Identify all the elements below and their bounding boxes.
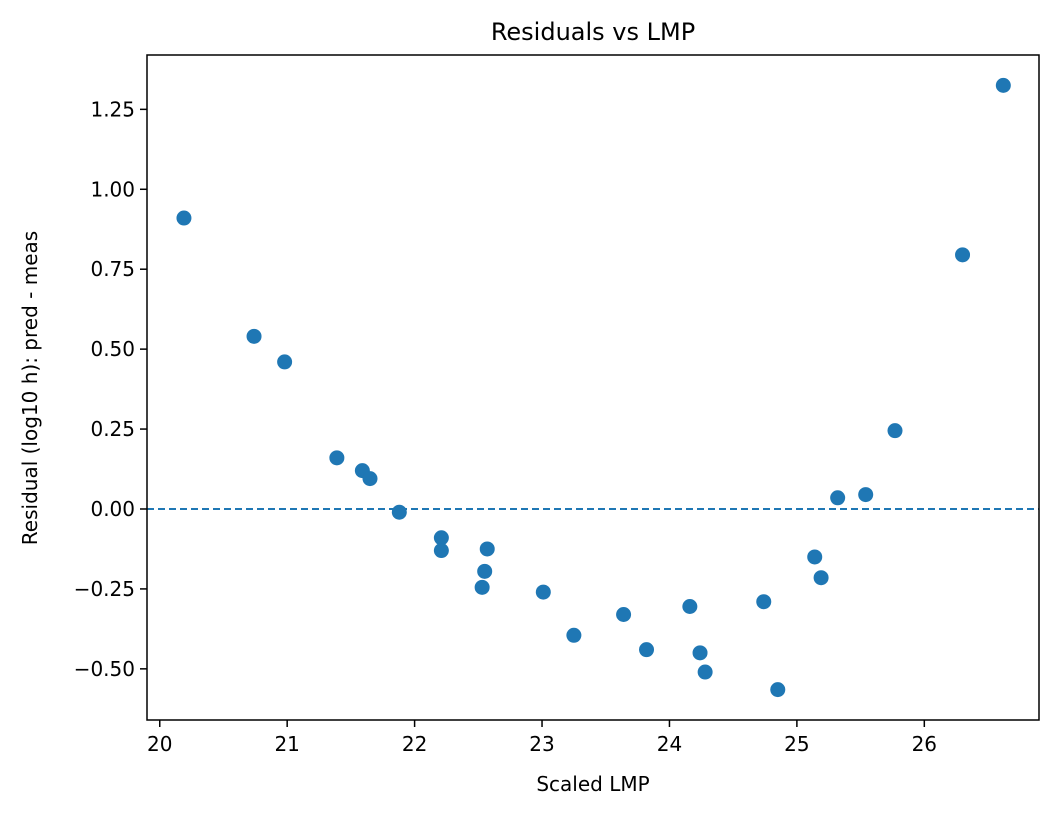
scatter-point <box>566 627 582 643</box>
scatter-point <box>756 594 772 610</box>
y-tick-label: 1.25 <box>90 97 135 121</box>
scatter-point <box>433 530 449 546</box>
x-axis-label: Scaled LMP <box>536 772 649 796</box>
y-tick-label: −0.25 <box>74 577 135 601</box>
scatter-point <box>995 77 1011 93</box>
y-tick-label: 0.75 <box>90 257 135 281</box>
scatter-point <box>770 682 786 698</box>
y-tick-label: 0.00 <box>90 497 135 521</box>
scatter-point <box>639 642 655 658</box>
scatter-point <box>246 328 262 344</box>
x-tick-label: 26 <box>912 732 937 756</box>
x-axis-ticks: 20 21 22 23 24 25 26 <box>147 720 937 756</box>
scatter-point <box>535 584 551 600</box>
y-tick-label: 0.25 <box>90 417 135 441</box>
scatter-point <box>329 450 345 466</box>
x-tick-label: 20 <box>147 732 172 756</box>
x-tick-label: 22 <box>402 732 427 756</box>
data-points <box>176 77 1011 698</box>
scatter-point <box>955 247 971 263</box>
chart-title: Residuals vs LMP <box>491 18 695 46</box>
scatter-point <box>616 606 632 622</box>
scatter-point <box>813 570 829 586</box>
y-axis-ticks: −0.50 −0.25 0.00 0.25 0.50 0.75 1.00 1.25 <box>74 97 147 681</box>
y-tick-label: −0.50 <box>74 657 135 681</box>
scatter-point <box>858 487 874 503</box>
scatter-point <box>362 471 378 487</box>
scatter-point <box>479 541 495 557</box>
plot-area-frame <box>146 54 1040 721</box>
scatter-point <box>807 549 823 565</box>
scatter-point <box>682 599 698 615</box>
scatter-point <box>433 543 449 559</box>
y-tick-label: 0.50 <box>90 337 135 361</box>
y-tick-label: 1.00 <box>90 177 135 201</box>
x-tick-label: 23 <box>529 732 554 756</box>
scatter-point <box>692 645 708 661</box>
x-tick-label: 21 <box>274 732 299 756</box>
scatter-point <box>697 664 713 680</box>
scatter-point <box>477 563 493 579</box>
scatter-point <box>176 210 192 226</box>
scatter-point <box>474 579 490 595</box>
y-axis-label: Residual (log10 h): pred - meas <box>18 231 42 545</box>
x-tick-label: 25 <box>784 732 809 756</box>
scatter-point <box>277 354 293 370</box>
scatter-point <box>391 504 407 520</box>
scatter-point <box>887 423 903 439</box>
scatter-point <box>830 490 846 506</box>
x-tick-label: 24 <box>657 732 682 756</box>
